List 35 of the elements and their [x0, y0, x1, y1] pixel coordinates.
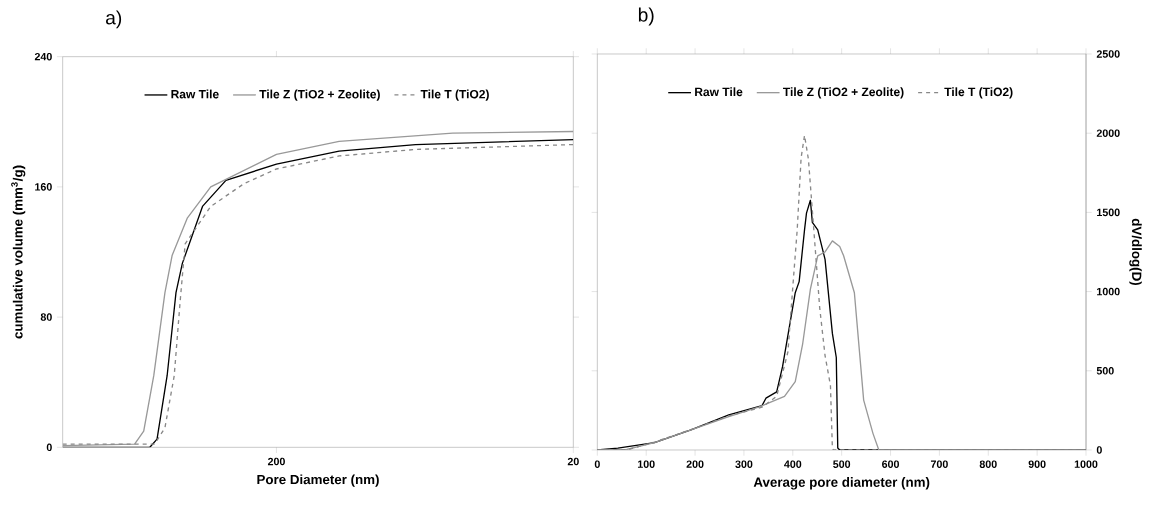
legend-label: Tile T (TiO2): [944, 87, 1013, 99]
legend-label: Tile Z (TiO2 + Zeolite): [259, 89, 380, 101]
y2-axis-title: dV/dlog(D): [1129, 218, 1142, 286]
x-tick-label: 800: [979, 460, 997, 468]
x-tick-label: 700: [930, 460, 948, 468]
y-axis-title: cumulative volume (mm$^{3}$/g): [11, 165, 26, 339]
y2-tick-label: 500: [1096, 367, 1114, 375]
x-tick-label: 0: [594, 460, 600, 468]
chart-title: a): [106, 10, 122, 29]
x-tick-label: 20: [567, 457, 579, 466]
y2-tick-label: 1000: [1097, 287, 1120, 296]
x-axis-title: Pore Diameter (nm): [257, 474, 379, 487]
x-tick-label: 500: [833, 460, 851, 468]
x-tick-label: 1000: [1074, 460, 1098, 468]
x-tick-label: 900: [1028, 460, 1046, 468]
chart-title: b): [638, 7, 654, 26]
y-tick-label: 80: [40, 313, 52, 321]
y2-tick-label: 2500: [1096, 50, 1120, 58]
y2-tick-label: 1500: [1097, 208, 1120, 217]
y-tick-label: 240: [34, 52, 52, 61]
legend-label: Tile T (TiO2): [420, 89, 489, 101]
x-tick-label: 300: [735, 460, 753, 468]
x-tick-label: 100: [637, 460, 655, 468]
y2-tick-label: 0: [1096, 446, 1102, 454]
x-tick-label: 200: [267, 457, 285, 466]
x-axis-title: Average pore diameter (nm): [753, 477, 930, 490]
y-tick-label: 160: [35, 183, 52, 191]
y2-tick-label: 2000: [1096, 129, 1120, 137]
legend-label: Raw Tile: [171, 89, 219, 99]
x-tick-label: 400: [784, 460, 802, 468]
x-tick-label: 200: [686, 460, 704, 468]
legend-label: Raw Tile: [695, 87, 743, 97]
y-tick-label: 0: [46, 443, 52, 452]
legend-label: Tile Z (TiO2 + Zeolite): [783, 87, 904, 99]
x-tick-label: 600: [882, 460, 899, 468]
